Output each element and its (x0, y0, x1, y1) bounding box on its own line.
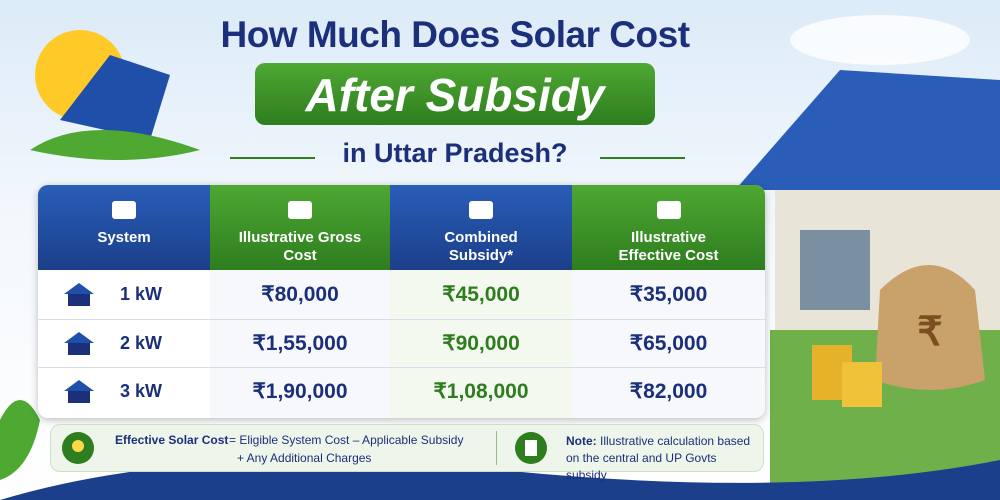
formula-text: + Any Additional Charges (237, 451, 372, 465)
table-cell: ₹90,000 (442, 331, 520, 355)
header-icon (656, 201, 681, 219)
header-icon (288, 201, 312, 219)
divider (230, 157, 315, 159)
cloud (790, 15, 970, 65)
table-cell: ₹35,000 (629, 282, 708, 306)
table-cell: ₹65,000 (629, 331, 708, 355)
money-bag (875, 265, 985, 390)
table-cell: 3 kW (120, 380, 163, 401)
column-header: Illustrative Gross Cost (210, 185, 390, 270)
leaf (0, 400, 40, 480)
leaf (30, 130, 200, 160)
table-cell: ₹1,08,000 (433, 379, 529, 403)
row-divider (38, 319, 765, 320)
formula-label: Effective Solar Cost (115, 433, 229, 447)
column-header: Combined Subsidy* (390, 185, 572, 270)
table-cell: 1 kW (120, 283, 163, 304)
title: How Much Does Solar Cost (220, 14, 690, 55)
table-cell: ₹1,55,000 (252, 331, 348, 355)
column-body (38, 270, 210, 418)
table-cell: ₹80,000 (261, 282, 339, 306)
note-icon (515, 432, 547, 464)
note-text: Illustrative calculation based on the ce… (566, 434, 751, 482)
column-body (572, 270, 765, 418)
column-body (390, 270, 572, 418)
title-banner (255, 63, 655, 125)
column-body (210, 270, 390, 418)
table-cell: ₹1,90,000 (252, 379, 348, 403)
header-icon (112, 201, 136, 219)
table-cell: 2 kW (120, 332, 163, 353)
formula-text: = Eligible System Cost – Applicable Subs… (229, 433, 464, 447)
table-cell: ₹82,000 (629, 379, 708, 403)
column-header: System (38, 185, 210, 270)
rupee-sign: ₹ (917, 310, 942, 354)
header-icon (469, 201, 493, 219)
house-icon (64, 332, 94, 355)
table-cell: ₹45,000 (442, 282, 520, 306)
panel-icon (60, 55, 170, 140)
note: Note: Illustrative calculation based on … (566, 433, 756, 484)
footer: Effective Solar Cost = Eligible System C… (50, 424, 764, 482)
column-header: Illustrative Effective Cost (572, 185, 765, 270)
house-icon (64, 283, 94, 306)
coins (842, 362, 882, 407)
divider (600, 157, 685, 159)
row-divider (38, 367, 765, 368)
bulb-icon (62, 432, 94, 464)
separator (496, 431, 497, 465)
subtitle: in Uttar Pradesh? (342, 138, 568, 168)
cost-table: System Illustrative Gross Cost Combined Su… (38, 185, 765, 418)
house-icon (64, 380, 94, 403)
title-highlight: After Subsidy (305, 69, 605, 121)
house-roof (735, 70, 1000, 190)
note-label: Note: (566, 434, 597, 448)
house-window (800, 230, 870, 310)
